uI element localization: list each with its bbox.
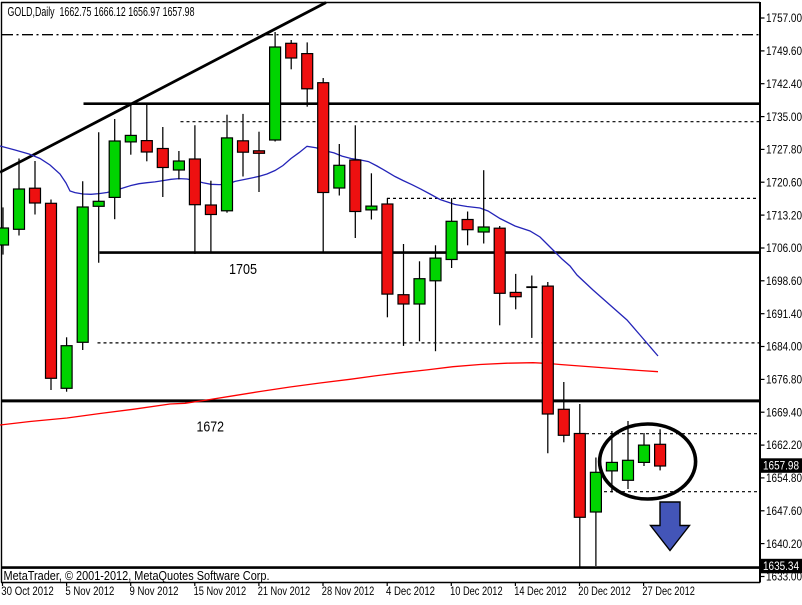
svg-text:1654.80: 1654.80 bbox=[766, 473, 802, 485]
svg-text:27 Dec 2012: 27 Dec 2012 bbox=[642, 586, 695, 598]
svg-text:1640.20: 1640.20 bbox=[766, 539, 802, 551]
svg-text:1698.60: 1698.60 bbox=[766, 276, 802, 288]
svg-text:28 Nov 2012: 28 Nov 2012 bbox=[322, 586, 375, 598]
svg-text:30 Oct 2012: 30 Oct 2012 bbox=[1, 586, 54, 598]
svg-text:1657.98: 1657.98 bbox=[763, 461, 799, 473]
svg-text:1676.80: 1676.80 bbox=[766, 375, 802, 387]
svg-text:10 Dec 2012: 10 Dec 2012 bbox=[450, 586, 503, 598]
svg-text:14 Dec 2012: 14 Dec 2012 bbox=[514, 586, 567, 598]
svg-text:1727.80: 1727.80 bbox=[766, 145, 802, 157]
svg-text:GOLD,Daily 1662.75 1666.12 16: GOLD,Daily 1662.75 1666.12 1656.97 1657.… bbox=[8, 5, 195, 19]
svg-text:15 Nov 2012: 15 Nov 2012 bbox=[194, 586, 247, 598]
svg-text:1720.60: 1720.60 bbox=[766, 177, 802, 189]
svg-text:1757.00: 1757.00 bbox=[766, 13, 802, 25]
svg-text:1633.00: 1633.00 bbox=[766, 572, 802, 584]
svg-text:1684.00: 1684.00 bbox=[766, 342, 802, 354]
svg-text:1672: 1672 bbox=[197, 419, 225, 436]
svg-text:1735.00: 1735.00 bbox=[766, 112, 802, 124]
svg-text:1706.00: 1706.00 bbox=[766, 243, 802, 255]
svg-text:1705: 1705 bbox=[229, 261, 257, 278]
svg-text:20 Dec 2012: 20 Dec 2012 bbox=[578, 586, 631, 598]
svg-text:1713.20: 1713.20 bbox=[766, 210, 802, 222]
svg-text:1749.60: 1749.60 bbox=[766, 46, 802, 58]
svg-text:21 Nov 2012: 21 Nov 2012 bbox=[258, 586, 311, 598]
svg-text:MetaTrader, © 2001-2012, MetaQ: MetaTrader, © 2001-2012, MetaQuotes Soft… bbox=[4, 569, 270, 583]
svg-text:1691.40: 1691.40 bbox=[766, 309, 802, 321]
svg-text:1669.40: 1669.40 bbox=[766, 407, 802, 419]
svg-text:5 Nov 2012: 5 Nov 2012 bbox=[65, 586, 114, 598]
svg-text:1647.60: 1647.60 bbox=[766, 506, 802, 518]
svg-text:4 Dec 2012: 4 Dec 2012 bbox=[386, 586, 435, 598]
svg-text:1742.40: 1742.40 bbox=[766, 79, 802, 91]
svg-text:1635.34: 1635.34 bbox=[763, 561, 800, 573]
svg-text:1662.20: 1662.20 bbox=[766, 440, 802, 452]
svg-text:9 Nov 2012: 9 Nov 2012 bbox=[130, 586, 179, 598]
